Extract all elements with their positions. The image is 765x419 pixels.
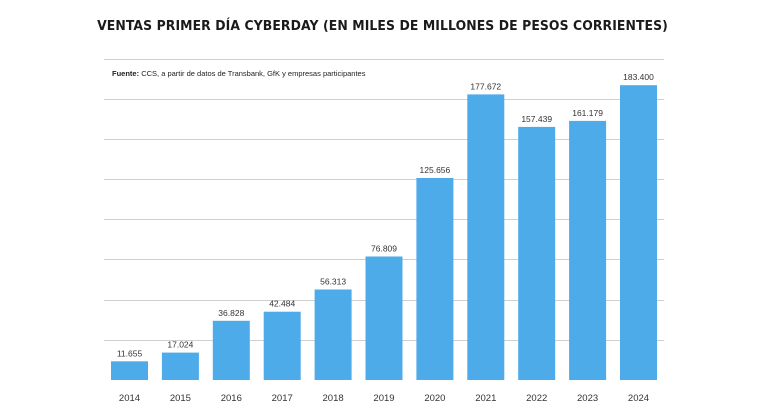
x-axis: 2014 2015 2016 2017 2018 2019 2020 2021 2022 2023… [119, 393, 649, 404]
value-label-2024: 183.400 [623, 72, 654, 82]
bar-2015 [161, 352, 199, 380]
x-tick-label-2024: 2024 [628, 393, 649, 404]
value-label-2020: 125.656 [420, 165, 451, 175]
bar-2014 [111, 361, 148, 380]
x-tick-label-2022: 2022 [526, 393, 547, 404]
source-text: CCS, a partir de datos de Transbank, GfK… [141, 69, 366, 78]
x-tick-label-2017: 2017 [272, 393, 293, 404]
x-tick-label-2015: 2015 [170, 393, 191, 404]
value-label-2014: 11.655 [117, 348, 143, 358]
x-tick-label-2019: 2019 [373, 393, 394, 404]
bar-2023 [569, 120, 607, 381]
bar-2019 [365, 256, 403, 380]
value-label-2021: 177.672 [470, 81, 501, 91]
bar-2020 [416, 178, 454, 380]
chart-source: Fuente: CCS, a partir de datos de Transb… [112, 69, 365, 78]
bar-2018 [314, 289, 352, 380]
x-tick-label-2018: 2018 [323, 393, 344, 404]
source-label: Fuente: [112, 69, 140, 78]
value-labels: 11.655 17.024 36.828 42.484 56.313 76.809 125.… [117, 72, 654, 358]
value-label-2018: 56.313 [320, 277, 346, 287]
bar-2016 [212, 320, 250, 380]
value-label-2023: 161.179 [572, 108, 603, 118]
x-tick-label-2021: 2021 [475, 393, 496, 404]
x-tick-label-2023: 2023 [577, 393, 598, 404]
value-label-2019: 76.809 [371, 244, 397, 254]
x-tick-label-2014: 2014 [119, 393, 140, 404]
value-label-2015: 17.024 [167, 340, 193, 350]
chart-title: VENTAS PRIMER DÍA CYBERDAY (EN MILES DE … [97, 18, 668, 34]
value-label-2022: 157.439 [521, 114, 552, 124]
x-tick-label-2016: 2016 [221, 393, 242, 404]
value-label-2016: 36.828 [218, 308, 244, 318]
value-label-2017: 42.484 [269, 299, 295, 309]
bars [111, 85, 657, 381]
bar-2024 [620, 85, 657, 380]
bar-2017 [263, 311, 301, 380]
bar-2021 [467, 94, 505, 381]
x-tick-label-2020: 2020 [424, 393, 445, 404]
bar-2022 [518, 126, 556, 381]
